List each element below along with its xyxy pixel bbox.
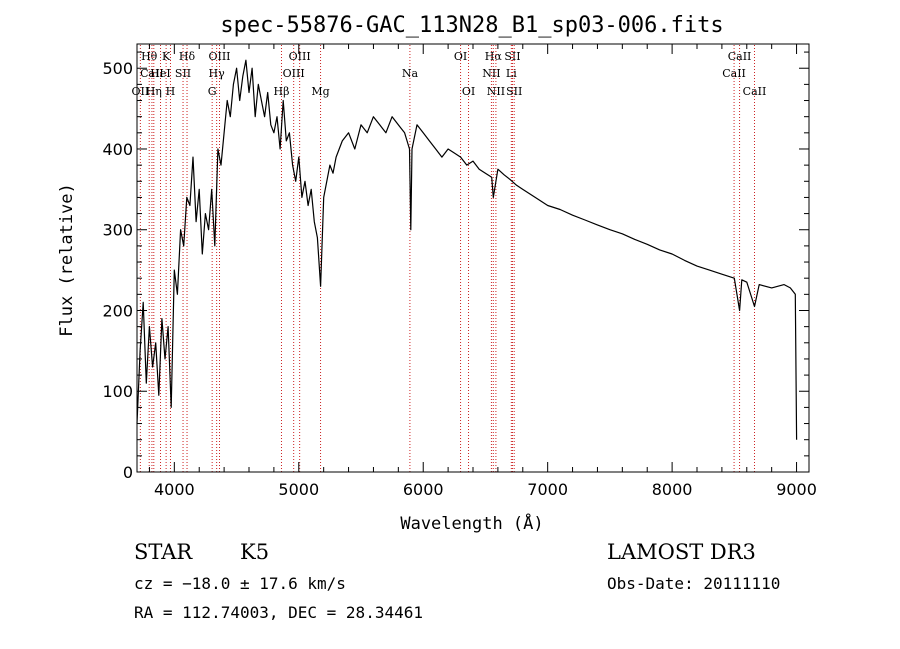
spectral-line-label: Na (402, 67, 419, 80)
spectral-line-label: OI (462, 85, 475, 98)
survey-name: LAMOST DR3 (607, 540, 756, 564)
spectral-line-label: OIII (283, 67, 305, 80)
spectral-line-label: Hβ (274, 85, 290, 98)
y-tick-label: 500 (102, 59, 133, 78)
spectral-line-label: NII (482, 67, 500, 80)
y-tick-label: 0 (123, 463, 133, 482)
obs-date-text: Obs-Date: 20111110 (607, 574, 781, 593)
y-tick-label: 200 (102, 301, 133, 320)
spectral-line-label: CaII (743, 85, 767, 98)
spectral-line-label: NII (487, 85, 505, 98)
spectral-line-label: Hθ (141, 50, 158, 63)
object-class: STAR (134, 540, 193, 564)
spectral-line-label: OIII (289, 50, 311, 63)
flux-series-line (136, 59, 798, 440)
x-tick-label: 9000 (776, 480, 817, 499)
spectral-line-label: Li (506, 67, 517, 80)
x-tick-label: 8000 (652, 480, 693, 499)
x-tick-label: 7000 (527, 480, 568, 499)
spectral-line-label: CaII (728, 50, 752, 63)
spectral-line-label: HeI (150, 67, 170, 80)
x-tick-label: 5000 (278, 480, 319, 499)
spectral-line-label: SII (504, 50, 520, 63)
spectral-line-label: Hα (485, 50, 503, 63)
object-subclass: K5 (240, 540, 270, 564)
coordinates-text: RA = 112.74003, DEC = 28.34461 (134, 603, 423, 622)
x-axis-title: Wavelength (Å) (400, 512, 543, 534)
y-axis-title: Flux (relative) (57, 183, 77, 337)
chart-title: spec-55876-GAC_113N28_B1_sp03-006.fits (220, 13, 723, 38)
y-tick-label: 100 (102, 382, 133, 401)
spectral-line-label: G (208, 85, 217, 98)
spectral-line-label: SII (175, 67, 191, 80)
x-tick-label: 4000 (154, 480, 195, 499)
spectral-line-label: SII (506, 85, 522, 98)
y-tick-label: 400 (102, 140, 133, 159)
spectral-line-label: Hη (146, 85, 162, 98)
series-layer (136, 59, 798, 440)
spectral-line-label: H (166, 85, 176, 98)
spectral-line-label: K (162, 50, 171, 63)
spectral-line-label: Hδ (179, 50, 196, 63)
redshift-text: cz = −18.0 ± 17.6 km/s (134, 574, 346, 593)
spectral-line-label: OII (132, 85, 150, 98)
spectral-line-label: Hγ (209, 67, 226, 80)
ticks-layer: 4000 5000 6000 7000 8000 9000 0 100 200 300 400 500 (102, 44, 817, 499)
spectral-line-label: CaII (140, 67, 164, 80)
plot-frame (136, 43, 810, 473)
spectral-line-label: OIII (208, 50, 230, 63)
spectral-line-label: CaII (722, 67, 746, 80)
spectral-line-label: Mg (311, 85, 329, 98)
spectral-line-label: OI (454, 50, 467, 63)
x-tick-label: 6000 (403, 480, 444, 499)
y-tick-label: 300 (102, 221, 133, 240)
